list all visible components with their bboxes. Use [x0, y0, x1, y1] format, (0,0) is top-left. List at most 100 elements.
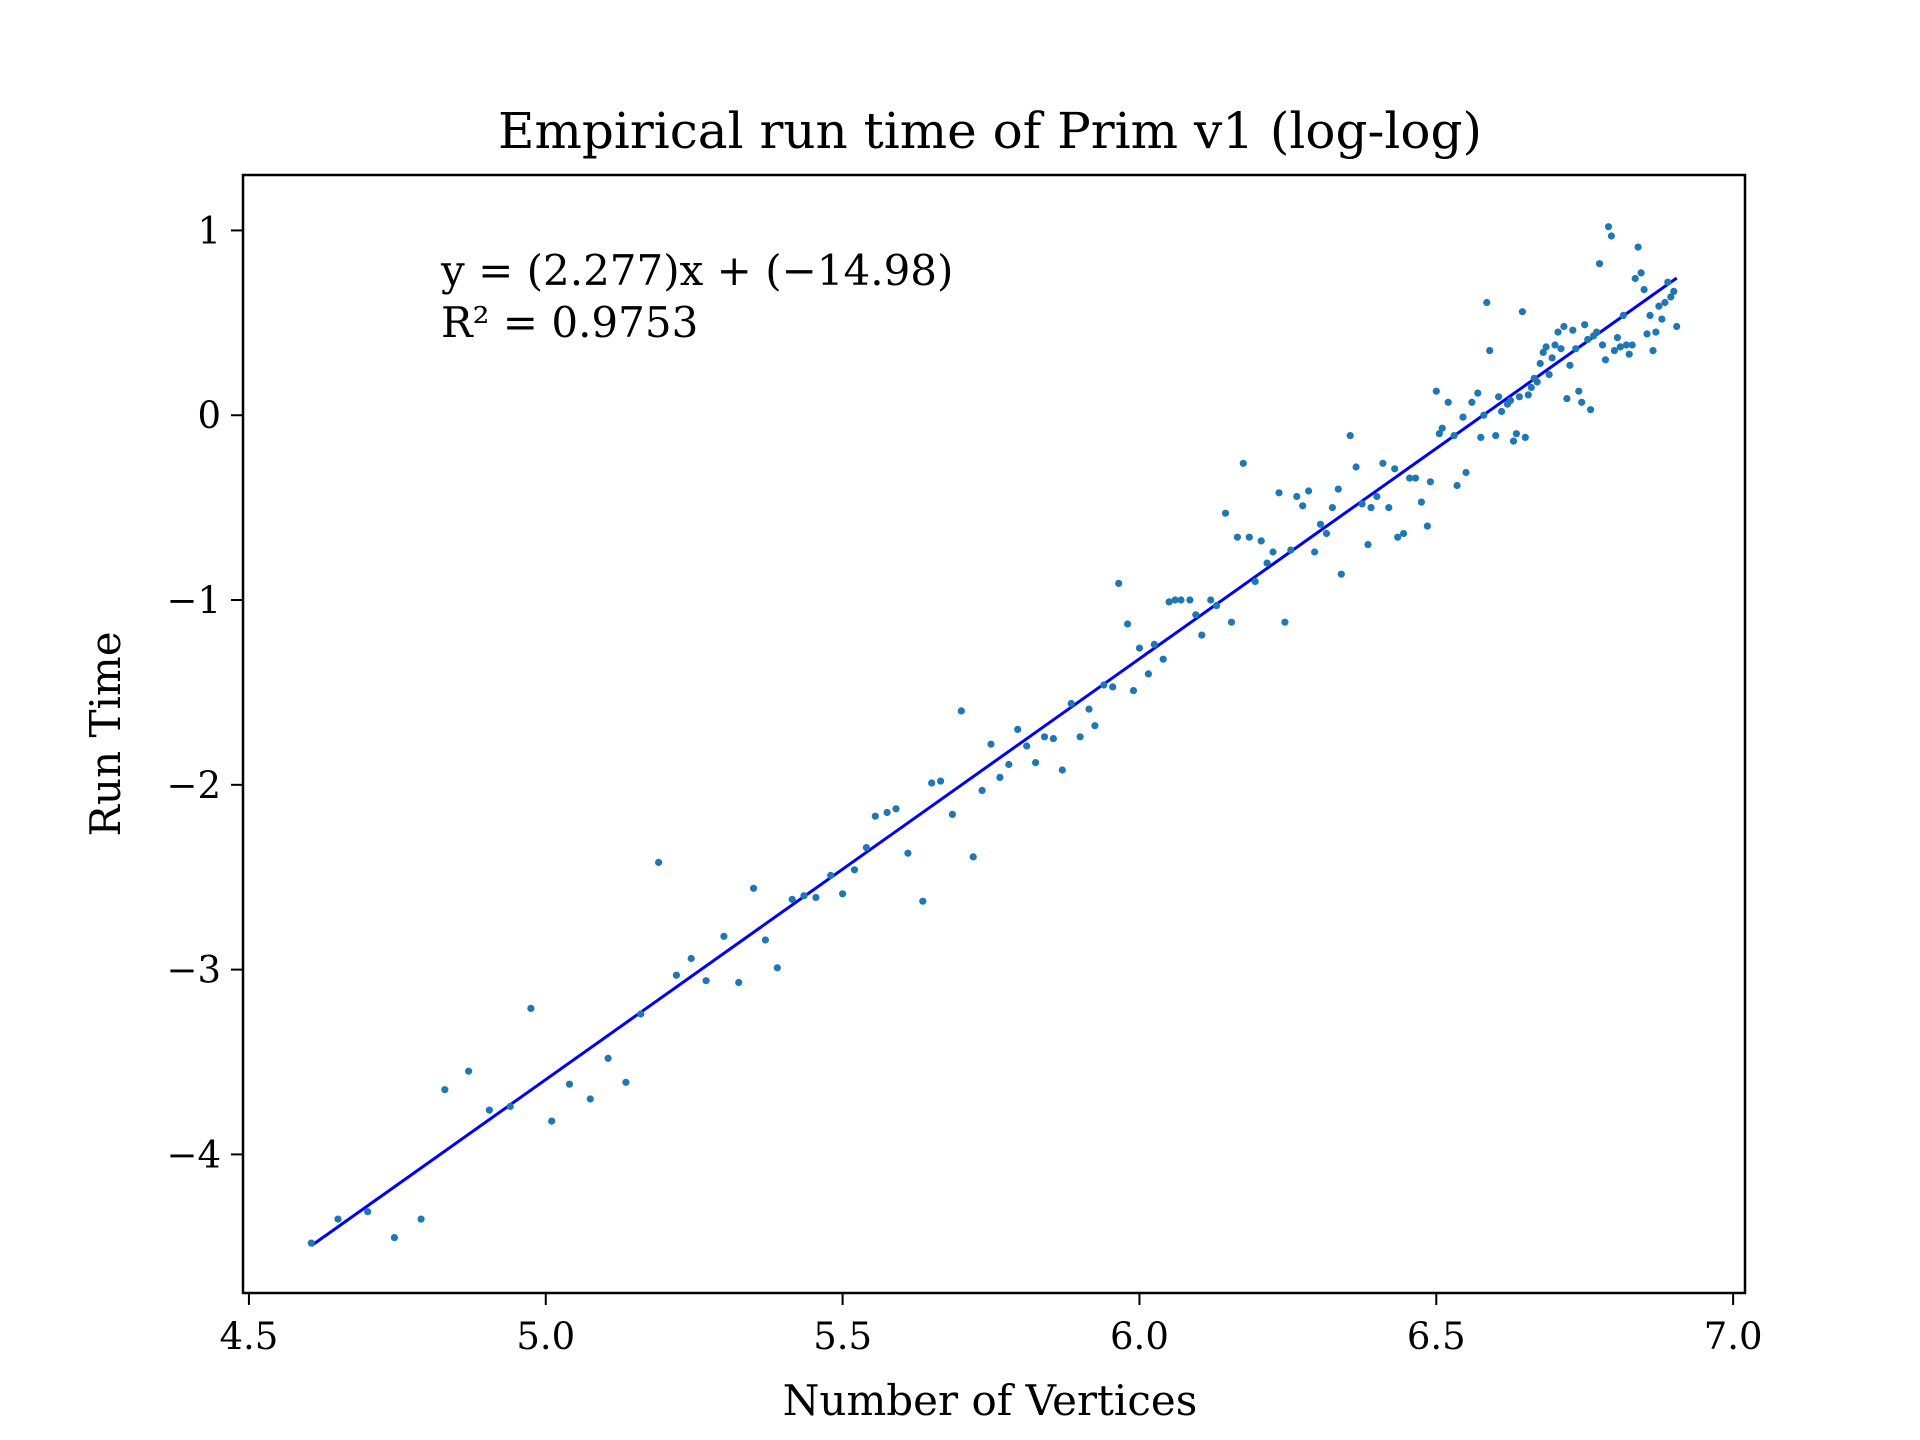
data-point [761, 936, 770, 944]
data-point [1450, 432, 1458, 440]
data-point [1619, 311, 1627, 319]
data-point [1557, 345, 1565, 353]
data-point [1607, 232, 1615, 240]
data-point [1527, 383, 1535, 392]
data-point [788, 895, 796, 904]
data-point [565, 1080, 574, 1088]
data-point [1239, 459, 1247, 467]
data-point [1486, 347, 1494, 355]
data-point [1227, 618, 1236, 626]
data-point [1610, 347, 1618, 355]
data-point [1649, 347, 1657, 355]
data-point [1263, 559, 1271, 567]
data-point [527, 1004, 535, 1013]
data-point [1554, 328, 1562, 336]
data-point [827, 871, 835, 880]
data-point [1551, 341, 1559, 349]
y-tick-label: −3 [166, 949, 221, 992]
data-point [1593, 328, 1601, 336]
data-point [1673, 322, 1681, 331]
fit-line [310, 276, 1678, 1247]
data-point [800, 892, 808, 900]
data-point [1159, 655, 1167, 663]
data-point [1287, 546, 1295, 554]
data-point [1311, 548, 1319, 556]
data-point [1506, 396, 1515, 404]
data-point [1406, 474, 1414, 482]
data-point [871, 812, 879, 820]
data-point [1040, 733, 1049, 741]
data-point [687, 954, 695, 963]
data-point [1515, 393, 1523, 401]
data-point [773, 964, 781, 972]
data-point [1512, 430, 1520, 438]
data-point [1192, 611, 1200, 619]
data-point [1658, 315, 1666, 323]
data-point [1622, 341, 1630, 349]
data-point [1346, 432, 1354, 440]
data-point [1049, 735, 1057, 743]
data-point [1474, 389, 1482, 397]
data-point [750, 884, 758, 892]
data-point [1394, 533, 1402, 541]
data-point [1575, 387, 1583, 395]
data-point [655, 858, 663, 867]
fit-line-layer [310, 276, 1678, 1247]
data-point [1100, 681, 1108, 689]
data-point [1322, 529, 1331, 538]
data-point [334, 1215, 342, 1223]
data-point [1670, 287, 1678, 295]
data-point [307, 1239, 315, 1247]
data-point [1664, 278, 1672, 286]
data-point [1058, 766, 1066, 774]
data-point [957, 707, 965, 715]
data-point [1524, 391, 1532, 399]
data-point [904, 849, 912, 857]
data-point [506, 1102, 514, 1110]
fit-equation: y = (2.277)x + (−14.98) [440, 246, 953, 295]
data-point [1667, 293, 1675, 301]
data-point [1251, 577, 1259, 586]
data-point [928, 779, 936, 787]
data-point [1462, 468, 1470, 477]
data-point [1601, 356, 1610, 364]
data-point [1539, 348, 1547, 356]
data-point [1379, 459, 1387, 467]
data-point [1198, 631, 1206, 639]
data-point [1480, 411, 1488, 419]
data-point [1400, 529, 1408, 538]
data-point [1661, 298, 1669, 307]
x-tick-label: 5.5 [813, 1315, 872, 1358]
data-point [1023, 742, 1031, 750]
data-point [622, 1078, 630, 1086]
data-point [1634, 243, 1642, 251]
data-point [1578, 398, 1586, 406]
data-point [735, 978, 743, 987]
data-point [1115, 579, 1123, 588]
data-point [996, 773, 1004, 782]
data-point [1124, 620, 1132, 628]
data-point [1509, 437, 1518, 445]
data-point [1572, 345, 1580, 353]
data-point [417, 1215, 425, 1223]
data-point [1417, 498, 1425, 506]
data-point [1533, 378, 1541, 386]
data-point [1595, 260, 1604, 268]
data-point [839, 890, 847, 898]
data-point [1613, 334, 1621, 342]
data-point [1334, 485, 1342, 493]
data-point [1631, 274, 1639, 283]
data-point [1144, 670, 1152, 678]
data-point [1518, 308, 1526, 316]
data-point [1453, 481, 1461, 490]
data-point [1213, 602, 1221, 610]
data-point [1085, 705, 1093, 713]
data-point [1177, 596, 1185, 604]
data-point [1643, 330, 1651, 338]
data-point [1129, 687, 1138, 695]
data-point [1245, 533, 1253, 541]
r-squared: R² = 0.9753 [441, 298, 698, 347]
data-point [1604, 223, 1613, 231]
data-point [1584, 335, 1592, 344]
data-point [1207, 596, 1215, 604]
